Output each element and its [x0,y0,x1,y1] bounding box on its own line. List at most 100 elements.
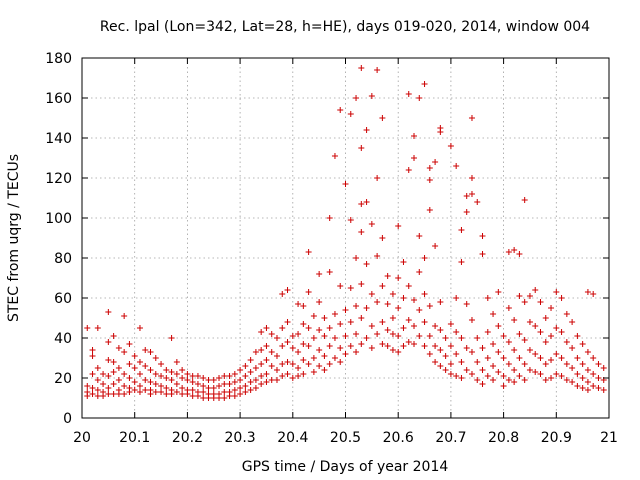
data-point [94,387,101,393]
data-point [416,233,423,239]
data-point [532,323,539,329]
x-tick-label: 20 [73,430,91,446]
data-point [400,343,407,349]
data-point [289,333,296,339]
data-point [368,291,375,297]
data-point [558,355,565,361]
data-point [263,357,270,363]
data-point [268,377,275,383]
data-point [84,383,91,389]
data-point [342,333,349,339]
data-point [395,223,402,229]
data-point [411,155,418,161]
data-point [421,291,428,297]
data-point [511,367,518,373]
data-point [463,367,470,373]
data-point [411,341,418,347]
data-point [216,383,223,389]
y-tick-label: 140 [45,131,72,147]
data-point [353,255,360,261]
data-point [526,367,533,373]
data-point [326,325,333,331]
data-point [468,175,475,181]
data-point [226,393,233,399]
data-point [411,323,418,329]
data-point [437,363,444,369]
data-point [537,299,544,305]
data-point [516,355,523,361]
data-point [511,379,518,385]
x-axis-ticks: 20 20.1 20.2 20.3 20.4 20.5 20.6 20.7 20.8 20.9 21 [73,58,618,446]
data-point [142,377,149,383]
data-point [110,391,117,397]
data-point [200,395,207,401]
data-point [205,385,212,391]
data-point [474,335,481,341]
data-point [331,355,338,361]
data-point [379,341,386,347]
data-point [553,289,560,295]
data-point [173,381,180,387]
data-point [237,391,244,397]
data-point [326,343,333,349]
data-point [121,391,128,397]
data-point [432,323,439,329]
x-tick-label: 20.4 [277,430,308,446]
data-point [363,261,370,267]
data-point [442,335,449,341]
data-point [110,359,117,365]
data-point [331,153,338,159]
data-point [484,329,491,335]
data-point [584,379,591,385]
x-tick-label: 20.5 [330,430,361,446]
data-point [542,315,549,321]
data-point [437,347,444,353]
y-tick-label: 60 [54,291,72,307]
data-point [574,333,581,339]
data-point [468,349,475,355]
data-point [495,349,502,355]
data-point [273,335,280,341]
data-point [237,385,244,391]
data-point [495,323,502,329]
data-point [437,327,444,333]
data-point [574,355,581,361]
data-point [121,313,128,319]
data-point [142,347,149,353]
data-point [405,317,412,323]
data-point [463,193,470,199]
x-tick-label: 20.3 [225,430,256,446]
data-point [152,371,159,377]
data-point [168,391,175,397]
data-point [563,361,570,367]
data-point [126,389,133,395]
data-point [242,389,249,395]
data-point [405,91,412,97]
data-point [458,259,465,265]
data-point [368,221,375,227]
data-point [237,367,244,373]
data-point [252,385,259,391]
data-point [474,359,481,365]
data-point [358,341,365,347]
data-point [411,297,418,303]
data-point [147,391,154,397]
data-point [173,389,180,395]
data-point [300,341,307,347]
x-axis-label: GPS time / Days of year 2014 [242,459,449,475]
data-point [184,371,191,377]
data-point [305,325,312,331]
data-point [295,373,302,379]
data-point [126,341,133,347]
data-point [500,383,507,389]
x-tick-label: 20.7 [435,430,466,446]
data-point [105,357,112,363]
data-point [358,281,365,287]
data-point [347,111,354,117]
data-point [405,167,412,173]
data-point [226,373,233,379]
data-point [326,215,333,221]
data-point [158,383,165,389]
data-point [521,337,528,343]
data-point [447,371,454,377]
